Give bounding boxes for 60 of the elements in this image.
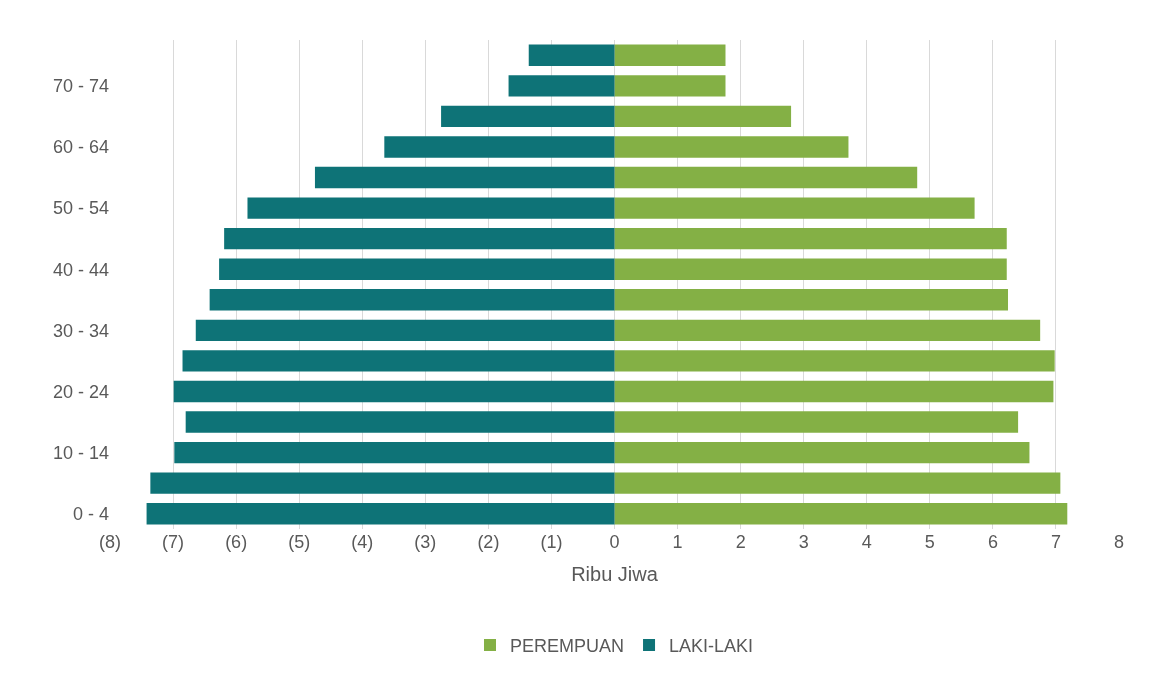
y-tick-label: 70 - 74	[52, 76, 109, 97]
y-tick-label: 20 - 24	[52, 381, 109, 402]
y-tick-label: 0 - 4	[72, 504, 109, 525]
x-tick-label: 1	[672, 532, 683, 552]
x-tick-label: 8	[1113, 532, 1125, 552]
bar	[614, 258, 1007, 280]
bar	[247, 197, 615, 219]
bar	[195, 319, 615, 342]
bar	[614, 411, 1019, 433]
x-tick-label: 6	[987, 532, 998, 552]
bar	[614, 503, 1068, 525]
x-tick-label: (2)	[477, 532, 500, 552]
bar	[528, 44, 615, 66]
bar	[224, 227, 615, 250]
x-tick-label: 4	[861, 532, 872, 552]
x-tick-label: 5	[924, 532, 935, 552]
bar	[185, 411, 615, 433]
x-tick-label: (4)	[351, 532, 374, 552]
bar	[614, 44, 726, 66]
bar	[182, 350, 615, 372]
bar	[614, 380, 1054, 403]
bar	[150, 472, 615, 494]
bar	[384, 136, 615, 158]
x-tick-label: (8)	[99, 532, 121, 552]
bar	[614, 166, 918, 189]
x-tick-label: 7	[1050, 532, 1061, 552]
bar	[614, 319, 1041, 342]
legend-label: PEREMPUAN	[510, 636, 625, 657]
bar	[174, 441, 615, 464]
x-tick-label: (3)	[414, 532, 437, 552]
x-tick-label: 0	[609, 532, 620, 552]
bar	[146, 503, 615, 525]
bar	[614, 75, 726, 97]
bar	[614, 197, 975, 219]
x-tick-label: 2	[735, 532, 746, 552]
y-tick-label: 60 - 64	[52, 137, 109, 158]
bar	[614, 289, 1009, 311]
bar	[614, 472, 1061, 494]
x-tick-label: 3	[798, 532, 809, 552]
bar	[614, 227, 1007, 250]
y-tick-label: 30 - 34	[52, 320, 109, 341]
bar	[614, 105, 792, 128]
bar	[614, 350, 1055, 372]
x-tick-label: (7)	[162, 532, 185, 552]
x-tick-label: (6)	[225, 532, 248, 552]
x-axis-title: Ribu Jiwa	[571, 562, 659, 585]
legend-label: LAKI-LAKI	[669, 636, 754, 657]
bar	[173, 380, 615, 403]
y-tick-label: 10 - 14	[52, 442, 109, 463]
bar	[508, 75, 615, 97]
bar	[614, 441, 1030, 464]
bar	[614, 136, 849, 158]
bar	[219, 258, 615, 280]
y-tick-label: 40 - 44	[52, 259, 109, 280]
bar	[441, 105, 615, 128]
x-tick-label: (1)	[540, 532, 563, 552]
x-tick-label: (5)	[288, 532, 311, 552]
y-tick-label: 50 - 54	[52, 198, 109, 219]
bar	[209, 289, 615, 311]
bar	[314, 166, 615, 189]
